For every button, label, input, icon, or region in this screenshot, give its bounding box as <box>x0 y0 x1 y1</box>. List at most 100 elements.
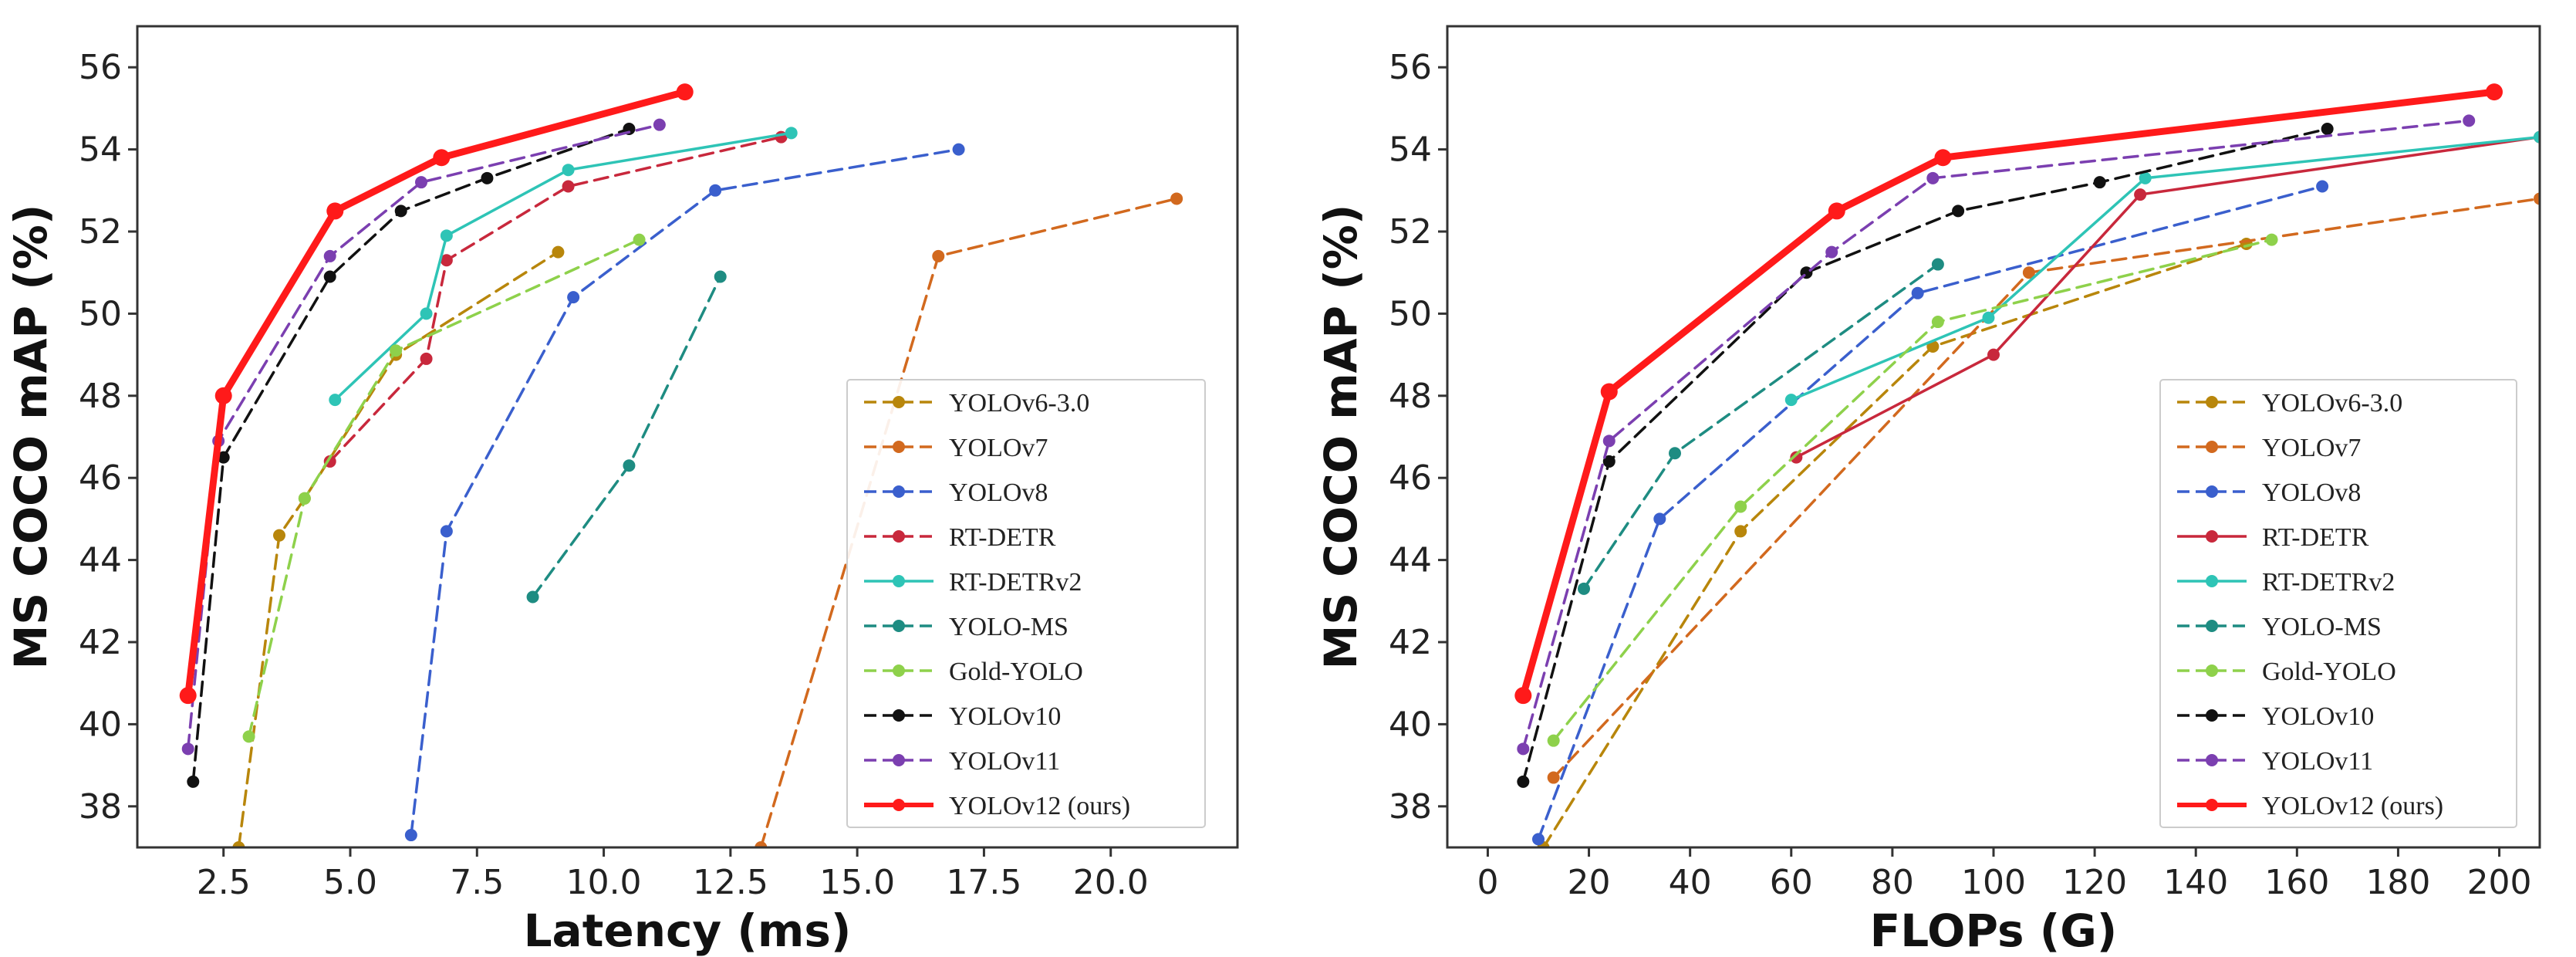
legend-item-rt-detr: RT-DETR <box>2177 523 2369 552</box>
series-rt-detr <box>1790 130 2540 464</box>
data-point <box>1600 383 1618 401</box>
legend-item-yolov8: YOLOv8 <box>2177 478 2361 507</box>
data-point <box>1653 512 1666 526</box>
data-point <box>217 451 230 464</box>
x-tick-label: 5.0 <box>323 863 377 902</box>
y-tick-label: 54 <box>1389 130 1432 170</box>
series-line <box>1794 135 2540 459</box>
y-tick-label: 50 <box>1389 294 1432 333</box>
data-point <box>2139 171 2152 184</box>
data-point <box>420 352 433 365</box>
data-point <box>1517 775 1530 788</box>
legend-item-yolov10: YOLOv10 <box>864 702 1061 731</box>
data-point <box>1532 833 1545 846</box>
flops-chart-panel: 0 20 40 60 80 100 120 140 160 180 200 38 40 42 44 46 48 5… <box>1312 0 2576 957</box>
data-point <box>440 525 453 538</box>
series-rt-detrv2 <box>1784 130 2540 407</box>
legend-marker <box>2206 709 2218 722</box>
legend-label: YOLOv10 <box>2262 702 2374 731</box>
legend-label: Gold-YOLO <box>2262 658 2396 686</box>
axes: 2.5 5.0 7.5 10.0 12.5 15.0 17.5 20.0 38 40 42 44 46 4… <box>5 48 1149 957</box>
data-point <box>2134 188 2147 201</box>
legend-label: RT-DETR <box>2262 523 2369 552</box>
series-yolov8 <box>404 143 965 842</box>
legend-marker <box>2206 530 2218 543</box>
y-tick-label: 38 <box>1389 787 1432 827</box>
legend-label: YOLOv10 <box>949 702 1061 731</box>
legend-item-yolo-ms: YOLO-MS <box>2177 613 2382 641</box>
series-yolo-ms <box>1578 258 1944 595</box>
plot-frame <box>1446 25 2541 849</box>
legend-marker <box>2206 799 2218 811</box>
y-tick-label: 48 <box>1389 377 1432 416</box>
legend-marker <box>893 620 905 632</box>
series-yolov11 <box>181 118 666 756</box>
data-point <box>415 176 427 189</box>
data-point <box>526 590 539 604</box>
legend-label: YOLOv6-3.0 <box>2262 389 2402 418</box>
data-point <box>567 291 580 304</box>
x-tick-label: 20.0 <box>1073 863 1149 902</box>
series-yolov7 <box>755 192 1183 847</box>
series-yolov8 <box>1532 180 2329 846</box>
data-point <box>653 118 666 131</box>
data-point <box>1734 500 1747 513</box>
legend-label: YOLOv7 <box>2262 434 2361 462</box>
series-rt-detrv2 <box>329 127 798 407</box>
legend-item-yolov12-ours: YOLOv12 (ours) <box>864 792 1130 820</box>
x-tick-label: 7.5 <box>450 863 504 902</box>
data-point <box>440 229 453 242</box>
data-point <box>1931 316 1944 329</box>
legend-label: RT-DETRv2 <box>949 568 1082 597</box>
series-yolov12-ours <box>1514 83 2503 705</box>
data-point <box>390 344 403 357</box>
series-yolov6-3-0 <box>1537 237 2253 847</box>
legend-label: YOLOv7 <box>949 434 1048 462</box>
legend-item-gold-yolo: Gold-YOLO <box>864 658 1083 686</box>
legend-label: YOLOv11 <box>2262 747 2373 776</box>
legend-item-yolov10: YOLOv10 <box>2177 702 2374 731</box>
legend-item-yolov8: YOLOv8 <box>864 478 1048 507</box>
series-line <box>1521 127 2329 783</box>
data-point <box>404 829 417 842</box>
legend-label: YOLOv8 <box>949 478 1048 507</box>
x-tick-label: 140 <box>2163 863 2228 902</box>
data-point <box>2022 266 2035 279</box>
plot-area <box>179 83 1183 847</box>
y-tick-label: 56 <box>79 48 122 87</box>
legend-marker <box>2206 441 2218 453</box>
data-point <box>1669 447 1681 460</box>
legend-item-yolo-ms: YOLO-MS <box>864 613 1069 641</box>
y-tick-label: 44 <box>1389 541 1432 580</box>
data-point <box>1514 687 1532 705</box>
x-tick-label: 200 <box>2467 863 2532 902</box>
x-tick-label: 160 <box>2264 863 2329 902</box>
legend-item-yolov11: YOLOv11 <box>864 747 1060 776</box>
series-yolo-ms <box>526 270 727 604</box>
y-tick-label: 44 <box>79 541 122 580</box>
legend-marker <box>893 530 905 543</box>
axes: 0 20 40 60 80 100 120 140 160 180 200 38 40 42 44 46 48 5… <box>1315 48 2532 957</box>
data-point <box>2463 114 2476 127</box>
series-gold-yolo <box>242 233 646 743</box>
legend-marker <box>893 485 905 498</box>
legend-item-rt-detr: RT-DETR <box>864 523 1056 552</box>
data-point <box>181 742 194 756</box>
legend-item-yolov7: YOLOv7 <box>2177 434 2361 462</box>
data-point <box>2534 130 2540 144</box>
data-point <box>709 184 722 197</box>
latency-chart-panel: 2.5 5.0 7.5 10.0 12.5 15.0 17.5 20.0 38 40 42 44 46 4… <box>0 0 1281 957</box>
y-tick-label: 46 <box>1389 458 1432 498</box>
y-tick-label: 48 <box>79 377 122 416</box>
data-point <box>1828 202 1845 220</box>
data-point <box>1987 348 2000 361</box>
legend-marker <box>893 709 905 722</box>
data-point <box>785 127 798 140</box>
legend-label: YOLOv11 <box>949 747 1060 776</box>
y-tick-label: 40 <box>79 705 122 744</box>
series-gold-yolo <box>1547 233 2278 747</box>
x-axis-label: FLOPs (G) <box>1870 905 2118 957</box>
data-point <box>1547 771 1560 784</box>
data-point <box>952 143 965 156</box>
